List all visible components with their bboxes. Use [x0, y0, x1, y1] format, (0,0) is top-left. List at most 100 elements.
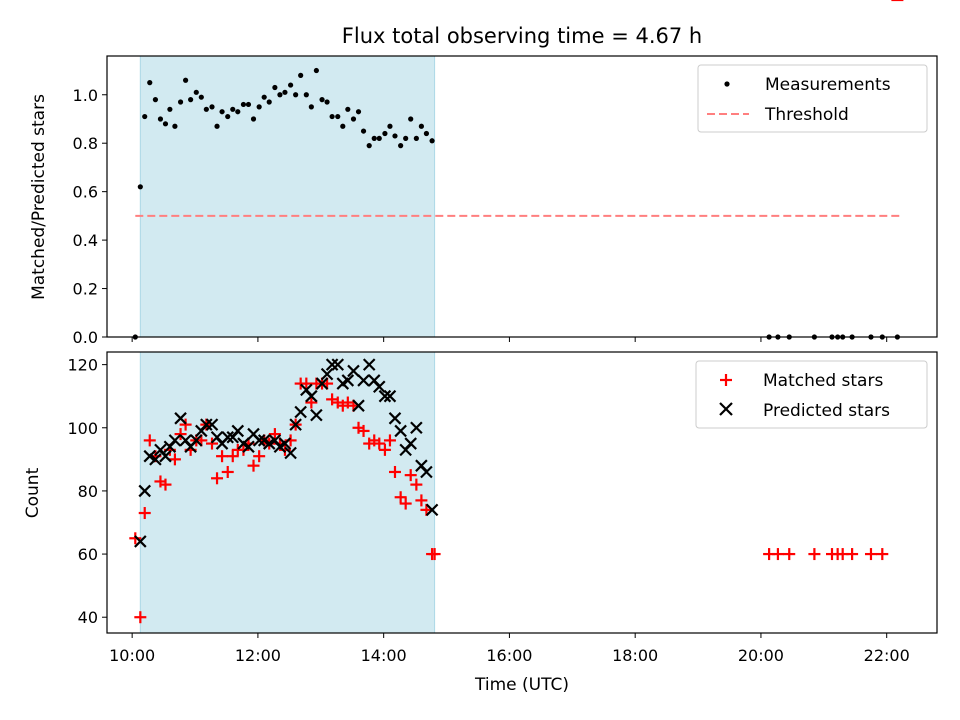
predicted-star-point [320, 367, 334, 381]
legend-matched-marker [720, 374, 732, 386]
predicted-star-point [134, 535, 147, 548]
matched-star-point [216, 450, 229, 463]
measurement-point [182, 77, 189, 83]
measurement-point [137, 184, 143, 190]
predicted-star-point [242, 440, 255, 453]
y-tick-label: 40 [78, 608, 98, 627]
x-axis-label: Time (UTC) [474, 675, 569, 695]
predicted-star-point [168, 434, 182, 447]
matched-star-point [129, 532, 142, 545]
x-tick-label: 22:00 [864, 646, 910, 665]
matched-star-point [420, 503, 433, 516]
measurement-point [340, 123, 346, 129]
measurement-point [172, 123, 178, 129]
measurement-point [193, 89, 199, 95]
matched-star-point [159, 478, 172, 491]
matched-star-point [428, 548, 441, 561]
measurement-point [408, 116, 414, 122]
predicted-star-point [372, 380, 386, 394]
measurement-point [398, 143, 404, 149]
matched-star-point [247, 459, 260, 472]
legend-matched: Matched stars [763, 371, 883, 391]
matched-star-point [808, 548, 821, 561]
ratio-span [139, 55, 436, 338]
measurement-point [177, 99, 184, 105]
x-tick-label: 20:00 [738, 646, 784, 665]
legend-threshold: Threshold [764, 105, 849, 125]
measurement-point [319, 97, 325, 103]
measurement-point [261, 94, 267, 100]
predicted-star-point [420, 465, 433, 479]
measurement-point [162, 121, 169, 127]
matched-star-point [221, 465, 234, 478]
matched-star-point [174, 428, 187, 441]
matched-star-point [134, 611, 147, 624]
y-tick-label: 100 [67, 419, 98, 438]
legend-measurements-marker [724, 81, 730, 87]
measurement-point [335, 113, 341, 120]
chart-title: Flux total observing time = 4.67 h [342, 24, 702, 48]
predicted-star-point [252, 434, 266, 447]
ratio-panel: 0.0 0.2 0.4 0.6 0.8 1.0 Matched/Predicted sta… [29, 55, 938, 347]
matched-star-point [373, 437, 386, 450]
predicted-star-point [149, 453, 162, 466]
measurement-point [371, 135, 377, 141]
y-tick-label: 0.6 [73, 183, 98, 202]
matched-star-point [253, 450, 266, 463]
measurement-point [350, 116, 357, 122]
measurement-point [250, 116, 257, 122]
x-tick-label: 18:00 [612, 646, 658, 665]
predicted-star-point [289, 418, 302, 431]
measurement-point [288, 82, 294, 88]
x-tick-label: 14:00 [361, 646, 407, 665]
predicted-star-point [200, 418, 213, 431]
measurement-point [167, 106, 173, 112]
measurement-point [392, 133, 398, 139]
measurement-point [245, 101, 252, 108]
measurement-point [345, 106, 351, 112]
count-axes-frame [106, 351, 938, 634]
matched-star-point [383, 434, 396, 447]
measurement-point [324, 99, 330, 105]
matched-star-point [846, 548, 859, 561]
predicted-star-point [221, 430, 235, 444]
measurement-point [355, 109, 362, 115]
predicted-star-point [394, 424, 407, 438]
matched-star-point [300, 377, 313, 390]
count-y-ticks: 40 60 80 100 120 [67, 356, 107, 627]
y-tick-label: 0.4 [73, 231, 98, 250]
predicted-star-point [278, 437, 292, 450]
count-legend: Matched stars Predicted stars [695, 360, 928, 429]
measurement-point [277, 92, 283, 98]
measurement-point [198, 94, 204, 100]
matched-star-point [410, 478, 423, 491]
predicted-star-point [310, 408, 323, 422]
measurement-point [256, 104, 262, 110]
legend-predicted-marker [719, 402, 733, 416]
y-tick-label: 120 [67, 356, 98, 375]
matched-star-point [305, 396, 318, 409]
measurement-point [413, 135, 419, 141]
predicted-star-point [410, 421, 423, 435]
count-legend-box [695, 360, 928, 429]
measurement-point [298, 72, 304, 78]
ratio-x-ticks [131, 337, 888, 342]
y-tick-label: 1.0 [73, 86, 98, 105]
predicted-star-point [331, 358, 345, 371]
y-tick-label: 60 [78, 545, 98, 564]
count-ylabel: Count [23, 467, 43, 518]
measurement-point [423, 130, 430, 137]
y-tick-label: 0.2 [73, 280, 98, 299]
predicted-star-point [388, 412, 402, 425]
predicted-star-point [174, 412, 187, 425]
matched-star-point [168, 453, 181, 466]
matched-star-point [357, 424, 370, 437]
measurement-point [429, 138, 435, 144]
x-tick-label: 12:00 [235, 646, 281, 665]
matched-star-point [268, 428, 281, 441]
measurement-point [293, 92, 299, 98]
predicted-stars-points [134, 358, 439, 548]
predicted-star-point [138, 484, 152, 498]
measurement-point [308, 104, 314, 110]
ratio-legend: Measurements Threshold [697, 64, 928, 133]
